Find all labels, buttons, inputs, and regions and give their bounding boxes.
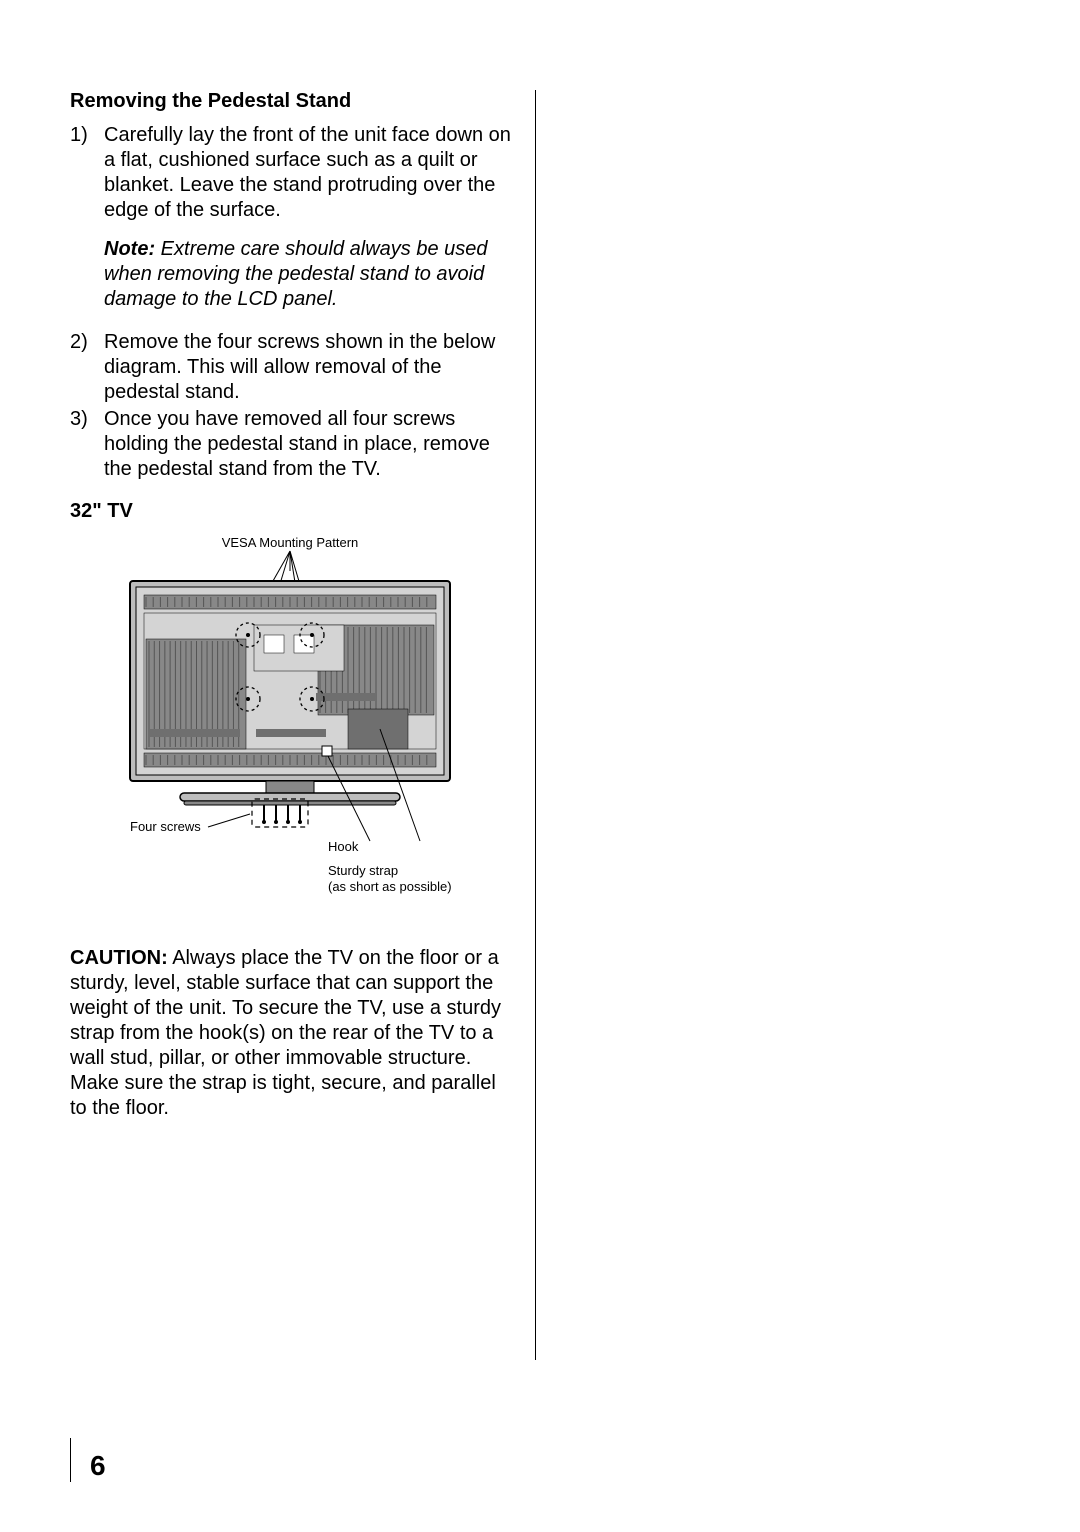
- right-column: [536, 90, 1010, 1360]
- tv-svg: VESA Mounting Pattern Four screws Hook Stur…: [70, 531, 510, 911]
- note-label: Note:: [104, 238, 155, 260]
- step-2: 2) Remove the four screws shown in the b…: [70, 330, 511, 405]
- page-number-rule: [70, 1438, 71, 1482]
- step-2-text: Remove the four screws shown in the belo…: [104, 330, 511, 405]
- svg-text:Sturdy strap: Sturdy strap: [328, 863, 398, 878]
- caution-label: CAUTION:: [70, 947, 168, 969]
- note-text: Extreme care should always be used when …: [104, 238, 488, 310]
- step-1: 1) Carefully lay the front of the unit f…: [70, 123, 511, 223]
- svg-text:Four screws: Four screws: [130, 819, 201, 834]
- tv-diagram: VESA Mounting Pattern Four screws Hook Stur…: [70, 531, 511, 916]
- svg-text:VESA Mounting Pattern: VESA Mounting Pattern: [222, 535, 359, 550]
- step-1-number: 1): [70, 123, 104, 223]
- step-3: 3) Once you have removed all four screws…: [70, 407, 511, 482]
- caution-text: Always place the TV on the floor or a st…: [70, 947, 501, 1119]
- page-number: 6: [90, 1450, 106, 1482]
- note: Note: Extreme care should always be used…: [104, 237, 511, 312]
- step-1-text: Carefully lay the front of the unit face…: [104, 123, 511, 223]
- left-column: Removing the Pedestal Stand 1) Carefully…: [70, 90, 536, 1360]
- page: Removing the Pedestal Stand 1) Carefully…: [0, 0, 1080, 1532]
- svg-text:Hook: Hook: [328, 839, 359, 854]
- section-heading: Removing the Pedestal Stand: [70, 90, 511, 113]
- step-list: 1) Carefully lay the front of the unit f…: [70, 123, 511, 223]
- two-column-layout: Removing the Pedestal Stand 1) Carefully…: [70, 90, 1010, 1360]
- step-3-text: Once you have removed all four screws ho…: [104, 407, 511, 482]
- tv-size-heading: 32" TV: [70, 500, 511, 523]
- step-list-continued: 2) Remove the four screws shown in the b…: [70, 330, 511, 482]
- caution-paragraph: CAUTION: Always place the TV on the floo…: [70, 946, 511, 1121]
- svg-text:(as short as possible): (as short as possible): [328, 879, 452, 894]
- step-2-number: 2): [70, 330, 104, 405]
- step-3-number: 3): [70, 407, 104, 482]
